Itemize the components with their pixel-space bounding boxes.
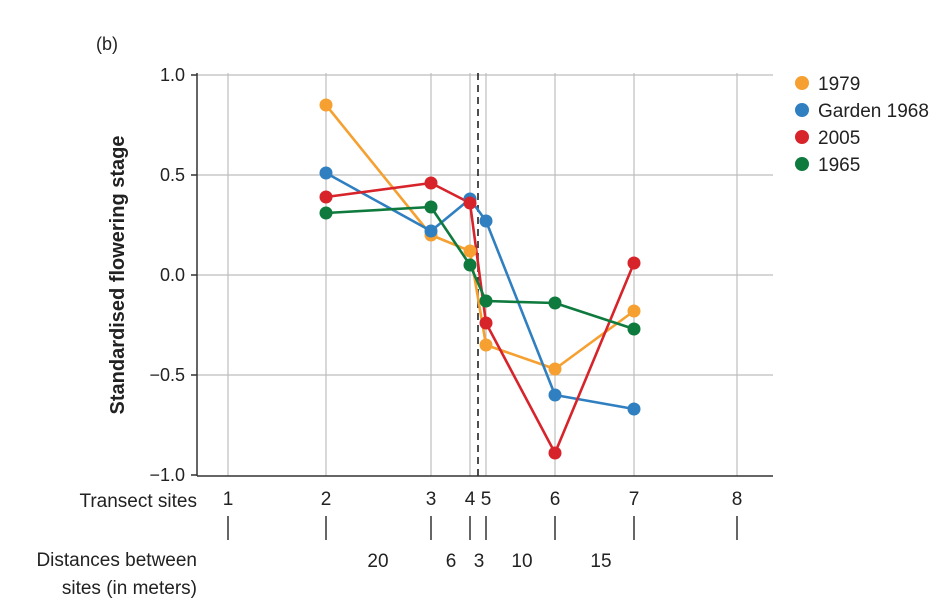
data-point (319, 190, 333, 204)
data-point (463, 258, 477, 272)
axes (191, 73, 773, 477)
site-label: 2 (321, 489, 332, 510)
site-label: 4 (465, 489, 476, 510)
y-tick-label: 0.0 (160, 265, 185, 285)
distance-label-line-2: sites (in meters) (62, 578, 197, 599)
data-point (424, 224, 438, 238)
series-line (325, 205, 635, 331)
data-point (479, 214, 493, 228)
distance-value: 10 (511, 551, 532, 572)
data-point (424, 176, 438, 190)
y-tick-label: −0.5 (149, 365, 185, 385)
data-point (463, 244, 477, 258)
legend-label: Garden 1968 (818, 101, 929, 122)
distance-value: 3 (474, 551, 485, 572)
series-layer (319, 98, 641, 460)
legend-label: 2005 (818, 128, 860, 149)
series-line (325, 171, 635, 411)
site-label: 3 (426, 489, 437, 510)
site-label: 5 (481, 489, 492, 510)
site-label: 7 (629, 489, 640, 510)
site-label: 1 (223, 489, 234, 510)
distance-value: 20 (367, 551, 388, 572)
data-point (627, 322, 641, 336)
data-point (548, 388, 562, 402)
data-point (479, 338, 493, 352)
legend-label: 1965 (818, 155, 860, 176)
data-point (319, 206, 333, 220)
y-tick-label: 1.0 (160, 65, 185, 85)
series-line (324, 104, 635, 371)
legend-marker (795, 130, 809, 144)
transect-sites-label: Transect sites (79, 491, 197, 512)
legend-marker (795, 76, 809, 90)
distance-values: 20 6 3 10 15 (367, 551, 611, 572)
data-point (319, 98, 333, 112)
data-point (424, 200, 438, 214)
distance-value: 15 (590, 551, 611, 572)
data-point (548, 362, 562, 376)
data-point (548, 296, 562, 310)
legend-label: 1979 (818, 74, 860, 95)
y-tick-labels: 1.0 0.5 0.0 −0.5 −1.0 (149, 65, 185, 485)
data-point (479, 294, 493, 308)
y-tick-label: 0.5 (160, 165, 185, 185)
panel-label: (b) (96, 34, 118, 54)
data-point (548, 446, 562, 460)
data-point (627, 402, 641, 416)
data-point (627, 304, 641, 318)
legend-marker (795, 103, 809, 117)
grid (197, 73, 773, 476)
data-point (479, 316, 493, 330)
legend: 1979 Garden 1968 2005 1965 (795, 74, 929, 176)
distance-value: 6 (446, 551, 457, 572)
data-point (319, 166, 333, 180)
series-line (325, 181, 636, 455)
y-axis-label: Standardised flowering stage (107, 136, 129, 415)
site-label: 6 (550, 489, 561, 510)
data-point (627, 256, 641, 270)
y-tick-label: −1.0 (149, 465, 185, 485)
data-point (463, 196, 477, 210)
site-label: 8 (732, 489, 743, 510)
legend-marker (795, 157, 809, 171)
distance-label-line-1: Distances between (36, 550, 197, 571)
